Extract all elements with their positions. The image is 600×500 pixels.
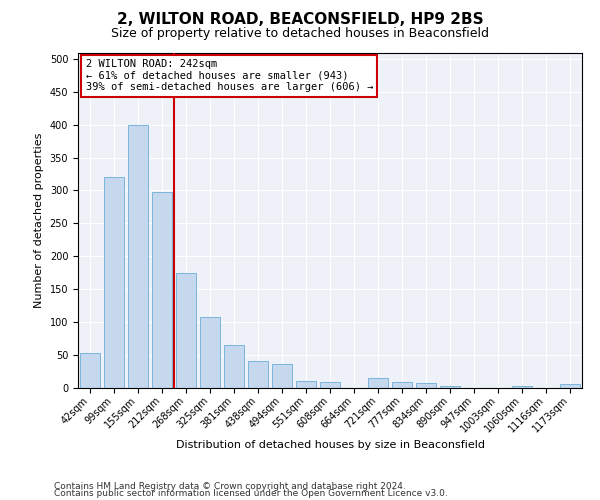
Text: 2, WILTON ROAD, BEACONSFIELD, HP9 2BS: 2, WILTON ROAD, BEACONSFIELD, HP9 2BS xyxy=(116,12,484,28)
Text: 2 WILTON ROAD: 242sqm
← 61% of detached houses are smaller (943)
39% of semi-det: 2 WILTON ROAD: 242sqm ← 61% of detached … xyxy=(86,59,373,92)
Bar xyxy=(368,378,388,388)
Bar xyxy=(320,382,340,388)
Bar xyxy=(128,125,148,388)
Bar xyxy=(296,381,316,388)
Bar xyxy=(200,317,220,388)
Bar xyxy=(416,383,436,388)
Y-axis label: Number of detached properties: Number of detached properties xyxy=(34,132,44,308)
Bar xyxy=(560,384,580,388)
Bar xyxy=(152,192,172,388)
Bar xyxy=(392,382,412,388)
Bar xyxy=(512,386,532,388)
Bar xyxy=(80,354,100,388)
Bar xyxy=(272,364,292,388)
Bar xyxy=(224,345,244,388)
X-axis label: Distribution of detached houses by size in Beaconsfield: Distribution of detached houses by size … xyxy=(176,440,485,450)
Text: Contains public sector information licensed under the Open Government Licence v3: Contains public sector information licen… xyxy=(54,490,448,498)
Bar xyxy=(176,272,196,388)
Bar xyxy=(440,386,460,388)
Bar xyxy=(104,178,124,388)
Text: Size of property relative to detached houses in Beaconsfield: Size of property relative to detached ho… xyxy=(111,28,489,40)
Bar xyxy=(248,361,268,388)
Text: Contains HM Land Registry data © Crown copyright and database right 2024.: Contains HM Land Registry data © Crown c… xyxy=(54,482,406,491)
